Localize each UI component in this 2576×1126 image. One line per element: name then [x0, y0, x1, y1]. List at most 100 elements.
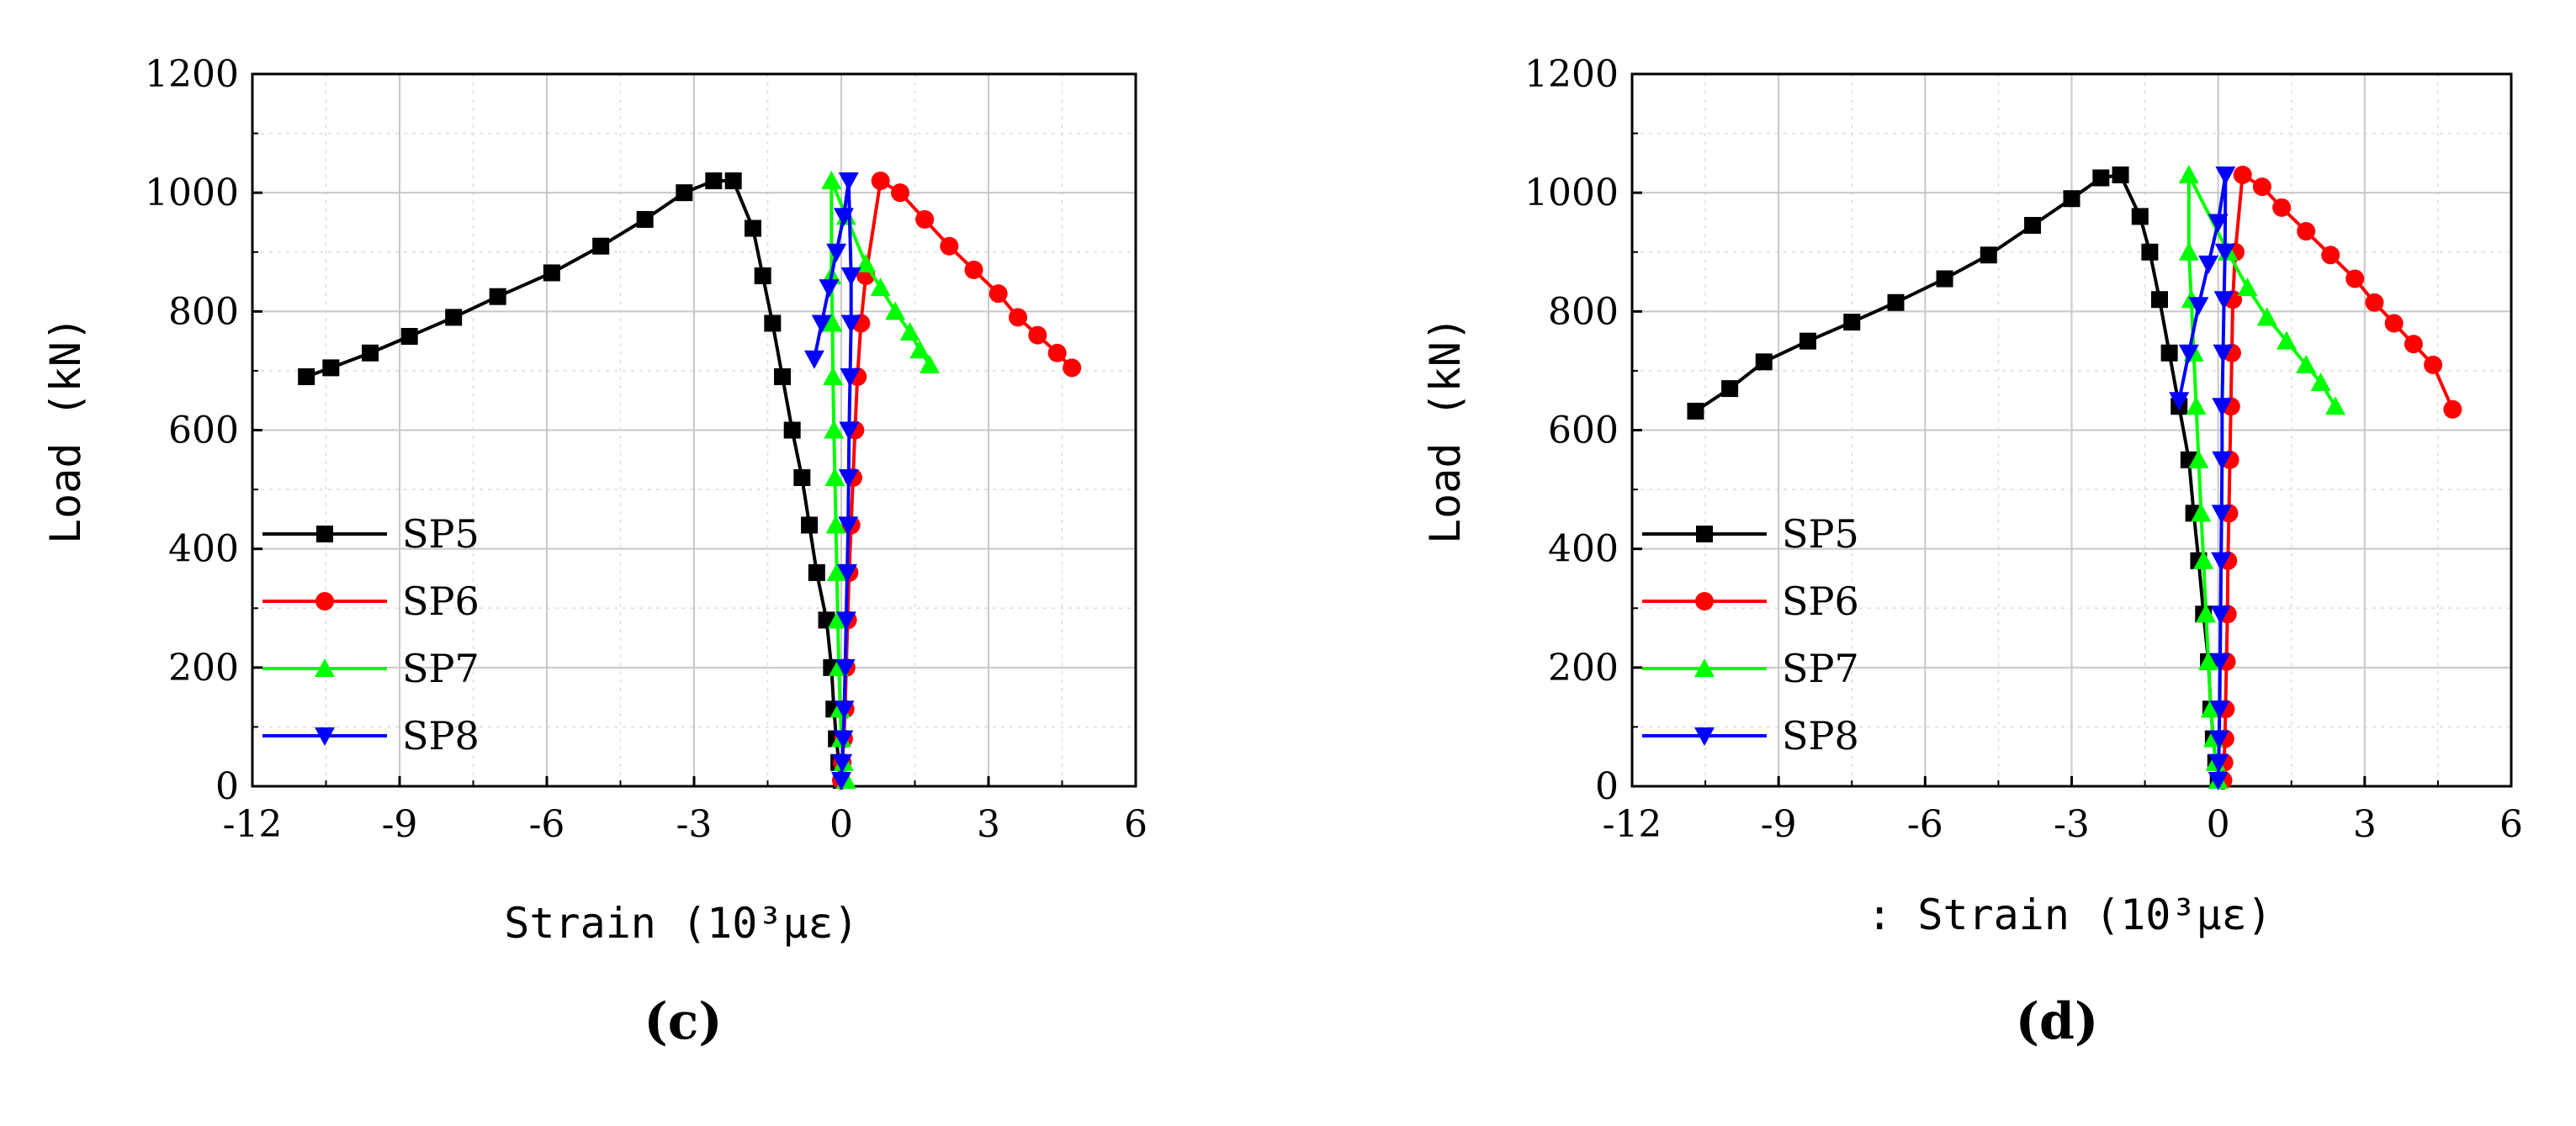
- data-point: [840, 315, 861, 334]
- x-tick-label: 3: [2353, 803, 2377, 846]
- data-point: [543, 264, 560, 282]
- data-point: [2209, 653, 2230, 672]
- data-point: [2178, 164, 2199, 183]
- data-point: [2211, 552, 2232, 571]
- x-tick-label: 0: [2207, 803, 2230, 846]
- x-tick-label: -3: [2054, 803, 2090, 846]
- data-point: [1028, 325, 1047, 345]
- x-tick-label: -6: [1907, 803, 1943, 846]
- data-point: [2200, 699, 2221, 718]
- data-point: [840, 267, 861, 286]
- x-tick-label: 6: [2499, 803, 2523, 846]
- data-point: [838, 516, 859, 536]
- data-point: [1063, 358, 1082, 378]
- y-tick-label: 0: [1595, 765, 1619, 808]
- data-point: [2198, 651, 2219, 670]
- legend-label: SP8: [1782, 713, 1859, 759]
- data-point: [821, 171, 842, 190]
- data-point: [2424, 355, 2443, 374]
- x-tick-label: -9: [1761, 803, 1797, 846]
- series-SP8: [2169, 166, 2236, 790]
- data-point: [2063, 190, 2080, 208]
- x-axis-label: : Strain (10³με): [1867, 891, 2272, 939]
- data-point: [2365, 293, 2384, 312]
- data-point: [833, 208, 854, 227]
- y-tick-label: 600: [168, 410, 239, 452]
- data-point: [870, 278, 891, 297]
- data-point: [2276, 330, 2297, 350]
- data-point: [2092, 169, 2110, 187]
- data-point: [803, 350, 824, 369]
- y-tick-label: 600: [1548, 410, 1619, 452]
- data-point: [2272, 198, 2292, 217]
- data-point: [2252, 177, 2271, 197]
- series-SP5: [1687, 166, 2227, 789]
- series-line: [1694, 172, 2220, 781]
- x-tick-label: 6: [1124, 803, 1148, 846]
- y-tick-label: 0: [215, 765, 239, 808]
- data-point: [764, 315, 782, 332]
- data-point: [822, 313, 843, 332]
- data-point: [2209, 700, 2230, 720]
- x-tick-label: -12: [223, 803, 283, 846]
- data-point: [835, 658, 856, 678]
- data-point: [909, 340, 930, 359]
- y-tick-label: 1000: [1524, 172, 1619, 214]
- data-point: [1887, 293, 1905, 311]
- data-point: [2198, 255, 2219, 274]
- data-point: [2151, 291, 2168, 309]
- data-point: [2384, 314, 2404, 333]
- data-point: [2193, 550, 2214, 569]
- data-point: [1755, 353, 1773, 371]
- chart-panel-0: -12 -9 -6 -3 0 3 6 0 200 400 600 800 1000 1200 Strain …: [41, 53, 1148, 1051]
- data-point: [322, 359, 340, 377]
- y-tick-label: 200: [168, 647, 239, 690]
- data-point: [676, 184, 693, 202]
- series-SP6: [2213, 165, 2462, 790]
- data-point: [837, 563, 857, 583]
- data-point: [899, 322, 920, 341]
- data-point: [705, 172, 723, 190]
- y-tick-label: 1200: [145, 53, 239, 96]
- data-point: [2321, 246, 2340, 265]
- legend-label: SP5: [402, 511, 480, 557]
- x-axis-label: Strain (10³με): [504, 899, 858, 948]
- data-point: [832, 753, 853, 773]
- data-point: [2208, 214, 2229, 233]
- data-point: [2256, 307, 2277, 326]
- data-point: [793, 468, 811, 486]
- x-tick-label: 0: [830, 803, 853, 846]
- legend-marker: [1694, 727, 1715, 746]
- data-point: [2186, 396, 2207, 415]
- y-tick-label: 400: [168, 528, 239, 571]
- data-point: [2310, 373, 2331, 392]
- series-SP5: [298, 172, 850, 789]
- data-point: [891, 183, 909, 203]
- data-point: [298, 367, 315, 385]
- data-point: [2210, 605, 2231, 625]
- data-point: [2213, 291, 2234, 310]
- data-point: [2208, 730, 2229, 749]
- data-point: [400, 327, 418, 345]
- data-point: [1936, 270, 1953, 288]
- x-tick-label: 3: [977, 803, 1000, 846]
- data-point: [823, 366, 844, 385]
- data-point: [940, 236, 959, 256]
- data-point: [819, 279, 840, 299]
- data-point: [801, 516, 819, 534]
- data-point: [2196, 604, 2217, 623]
- data-point: [838, 468, 859, 488]
- series-line: [2221, 172, 2455, 781]
- legend-label: SP7: [1782, 646, 1859, 691]
- data-point: [2178, 344, 2199, 363]
- data-point: [839, 421, 860, 441]
- y-tick-label: 1000: [145, 172, 239, 214]
- data-point: [2213, 344, 2234, 363]
- data-point: [2212, 398, 2233, 417]
- data-point: [1009, 308, 1027, 327]
- data-point: [835, 611, 856, 631]
- data-point: [2169, 392, 2190, 411]
- data-point: [2212, 451, 2233, 470]
- legend-label: SP5: [1782, 511, 1859, 557]
- grid: [1632, 74, 2511, 786]
